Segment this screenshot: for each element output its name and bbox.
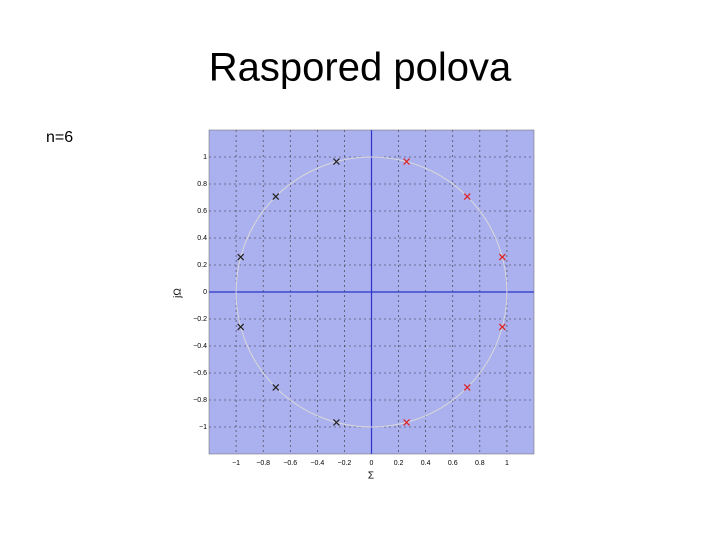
unit-circle xyxy=(235,156,508,428)
slide-note: n=6 xyxy=(46,129,73,146)
x-tick-label: −0.8 xyxy=(256,460,270,467)
y-tick-label: −0.6 xyxy=(193,370,207,377)
pole-marker xyxy=(403,158,410,166)
x-tick-label: 0.8 xyxy=(475,460,485,467)
y-tick-label: −0.2 xyxy=(193,316,207,323)
pole-marker xyxy=(403,418,410,426)
y-tick-label: 0.2 xyxy=(197,262,207,269)
y-tick-label: −0.4 xyxy=(193,343,207,350)
y-tick-label: 0.6 xyxy=(197,208,207,215)
x-tick-label: 0.6 xyxy=(448,460,458,467)
y-tick-label: 0.8 xyxy=(197,181,207,188)
y-tick-label: 0.4 xyxy=(197,235,207,242)
y-tick-label: 0 xyxy=(203,289,207,296)
x-tick-label: −0.4 xyxy=(310,460,324,467)
pole-marker xyxy=(463,193,471,200)
x-tick-label: −1 xyxy=(232,460,240,467)
y-tick-label: −0.8 xyxy=(193,397,207,404)
pole-marker xyxy=(333,158,340,166)
pole-marker xyxy=(272,193,280,200)
x-tick-label: 0.4 xyxy=(421,460,431,467)
x-tick-label: 0.2 xyxy=(394,460,404,467)
pole-marker xyxy=(463,384,471,391)
slide-title: Raspored polova xyxy=(209,46,512,90)
x-tick-label: 0 xyxy=(370,460,374,467)
x-axis-label: Σ xyxy=(368,471,374,482)
y-tick-label: −1 xyxy=(199,424,207,431)
pole-marker xyxy=(272,384,280,391)
pole-marker xyxy=(498,253,506,261)
y-tick-label: 1 xyxy=(203,154,207,161)
plot-frame xyxy=(208,129,535,455)
x-tick-label: 1 xyxy=(505,460,509,467)
pole-marker xyxy=(237,323,245,331)
y-axis-label: jΩ xyxy=(173,288,184,299)
x-tick-label: −0.2 xyxy=(338,460,352,467)
pole-marker xyxy=(333,418,340,426)
x-tick-label: −0.6 xyxy=(283,460,297,467)
pole-marker xyxy=(498,323,506,331)
pole-marker xyxy=(237,253,245,261)
